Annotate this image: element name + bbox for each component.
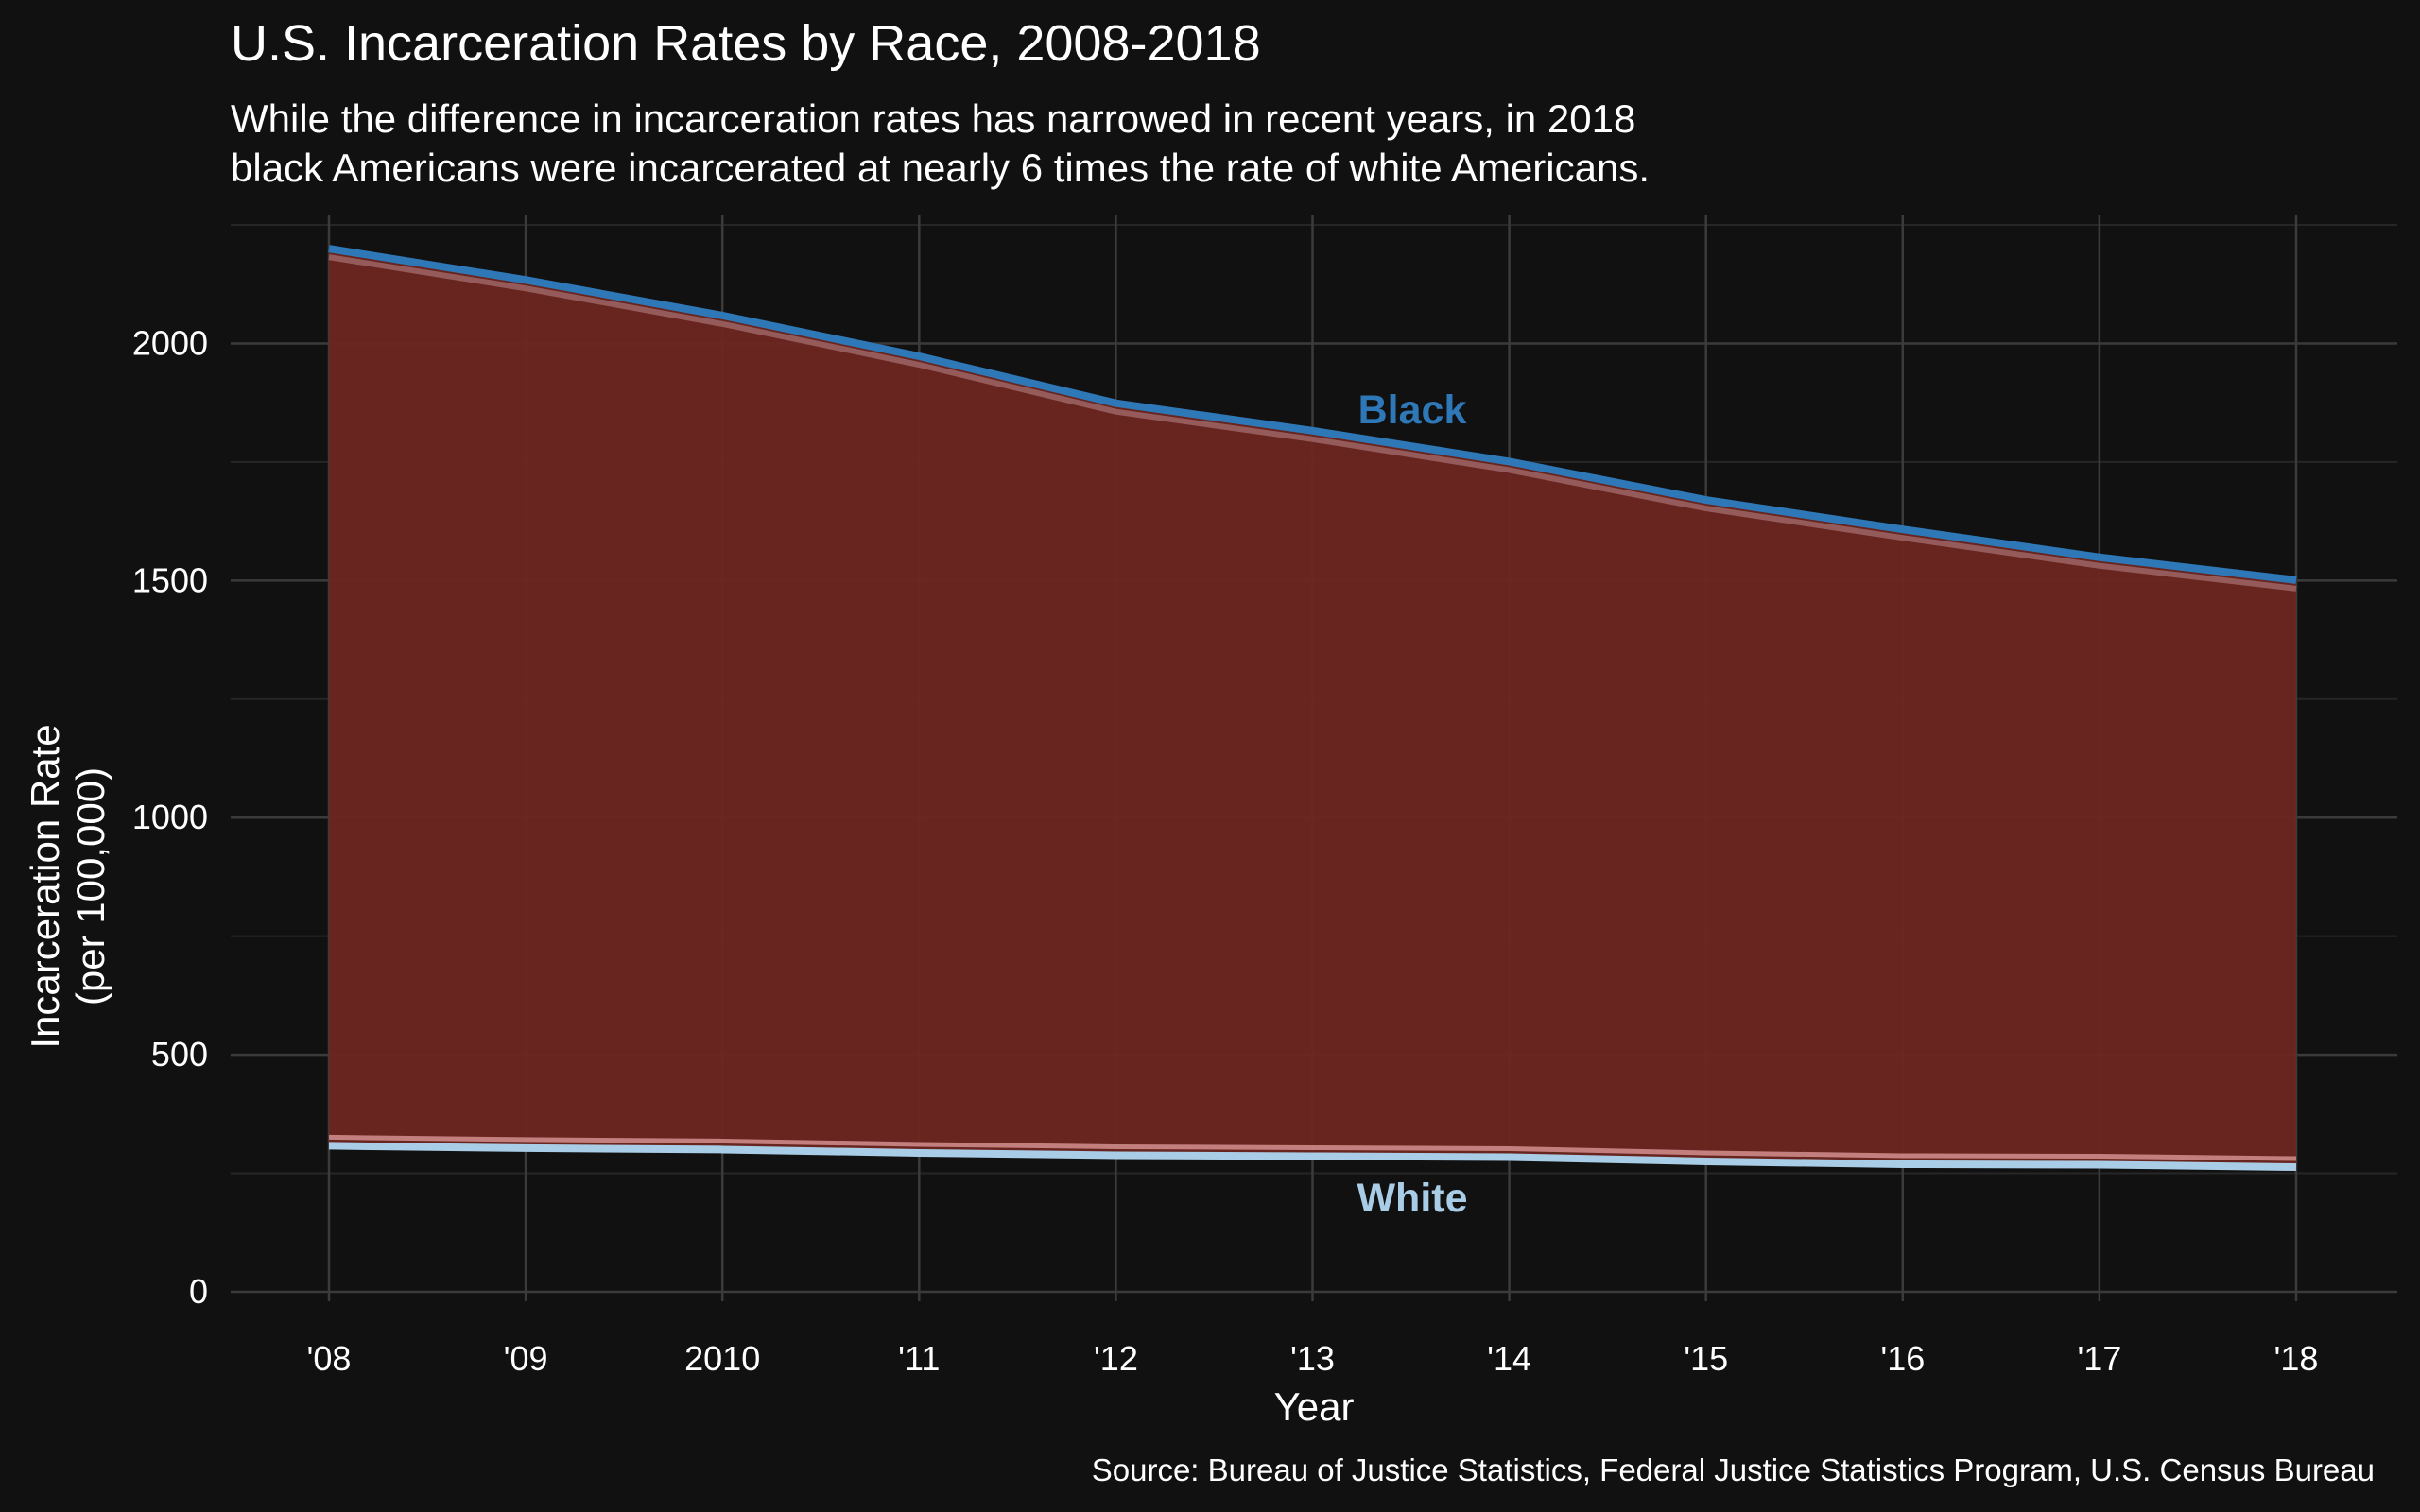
y-tick-label: 1000 [132, 798, 208, 836]
x-tick-label: '08 [307, 1339, 352, 1378]
y-tick-label: 2000 [132, 323, 208, 362]
x-tick-label: '09 [504, 1339, 548, 1378]
white-series-line [328, 1142, 2297, 1172]
x-tick-label: '15 [1684, 1339, 1728, 1378]
y-tick-label: 500 [151, 1035, 208, 1074]
x-axis-title: Year [1274, 1384, 1355, 1429]
x-tick-label: 2010 [684, 1339, 760, 1378]
x-tick-label: '12 [1094, 1339, 1138, 1378]
y-axis-title-line-2: (per 100,000) [68, 767, 112, 1005]
chart-subtitle-line-1: While the difference in incarceration ra… [231, 96, 1635, 141]
source-caption: Source: Bureau of Justice Statistics, Fe… [1092, 1452, 2375, 1487]
y-tick-label: 1500 [132, 560, 208, 599]
chart-subtitle-line-2: black Americans were incarcerated at nea… [231, 146, 1650, 190]
y-axis-title: Incarceration Rate (per 100,000) [23, 724, 112, 1048]
black-series-line [328, 245, 2297, 584]
x-tick-label: '14 [1487, 1339, 1531, 1378]
x-tick-label: '11 [898, 1339, 940, 1378]
x-tick-label: '18 [2274, 1339, 2319, 1378]
black-series-edge [328, 254, 2297, 592]
x-tick-label: '17 [2077, 1339, 2121, 1378]
x-tick-label: '13 [1290, 1339, 1335, 1378]
y-axis-title-line-1: Incarceration Rate [23, 724, 67, 1048]
white-series-edge [328, 1134, 2297, 1161]
rate-gap-area [329, 249, 2296, 1168]
chart-title: U.S. Incarceration Rates by Race, 2008-2… [231, 15, 1261, 72]
plot-area [328, 245, 2297, 1172]
series-label-white: White [1357, 1176, 1467, 1221]
series-label-black: Black [1358, 387, 1467, 433]
y-axis-ticks: 0 500 1000 1500 2000 [132, 323, 208, 1310]
y-tick-label: 0 [189, 1272, 208, 1311]
x-axis-ticks: '08 '09 2010 '11 '12 '13 '14 '15 '16 '17 '18 [307, 1339, 2319, 1378]
x-tick-label: '16 [1880, 1339, 1925, 1378]
